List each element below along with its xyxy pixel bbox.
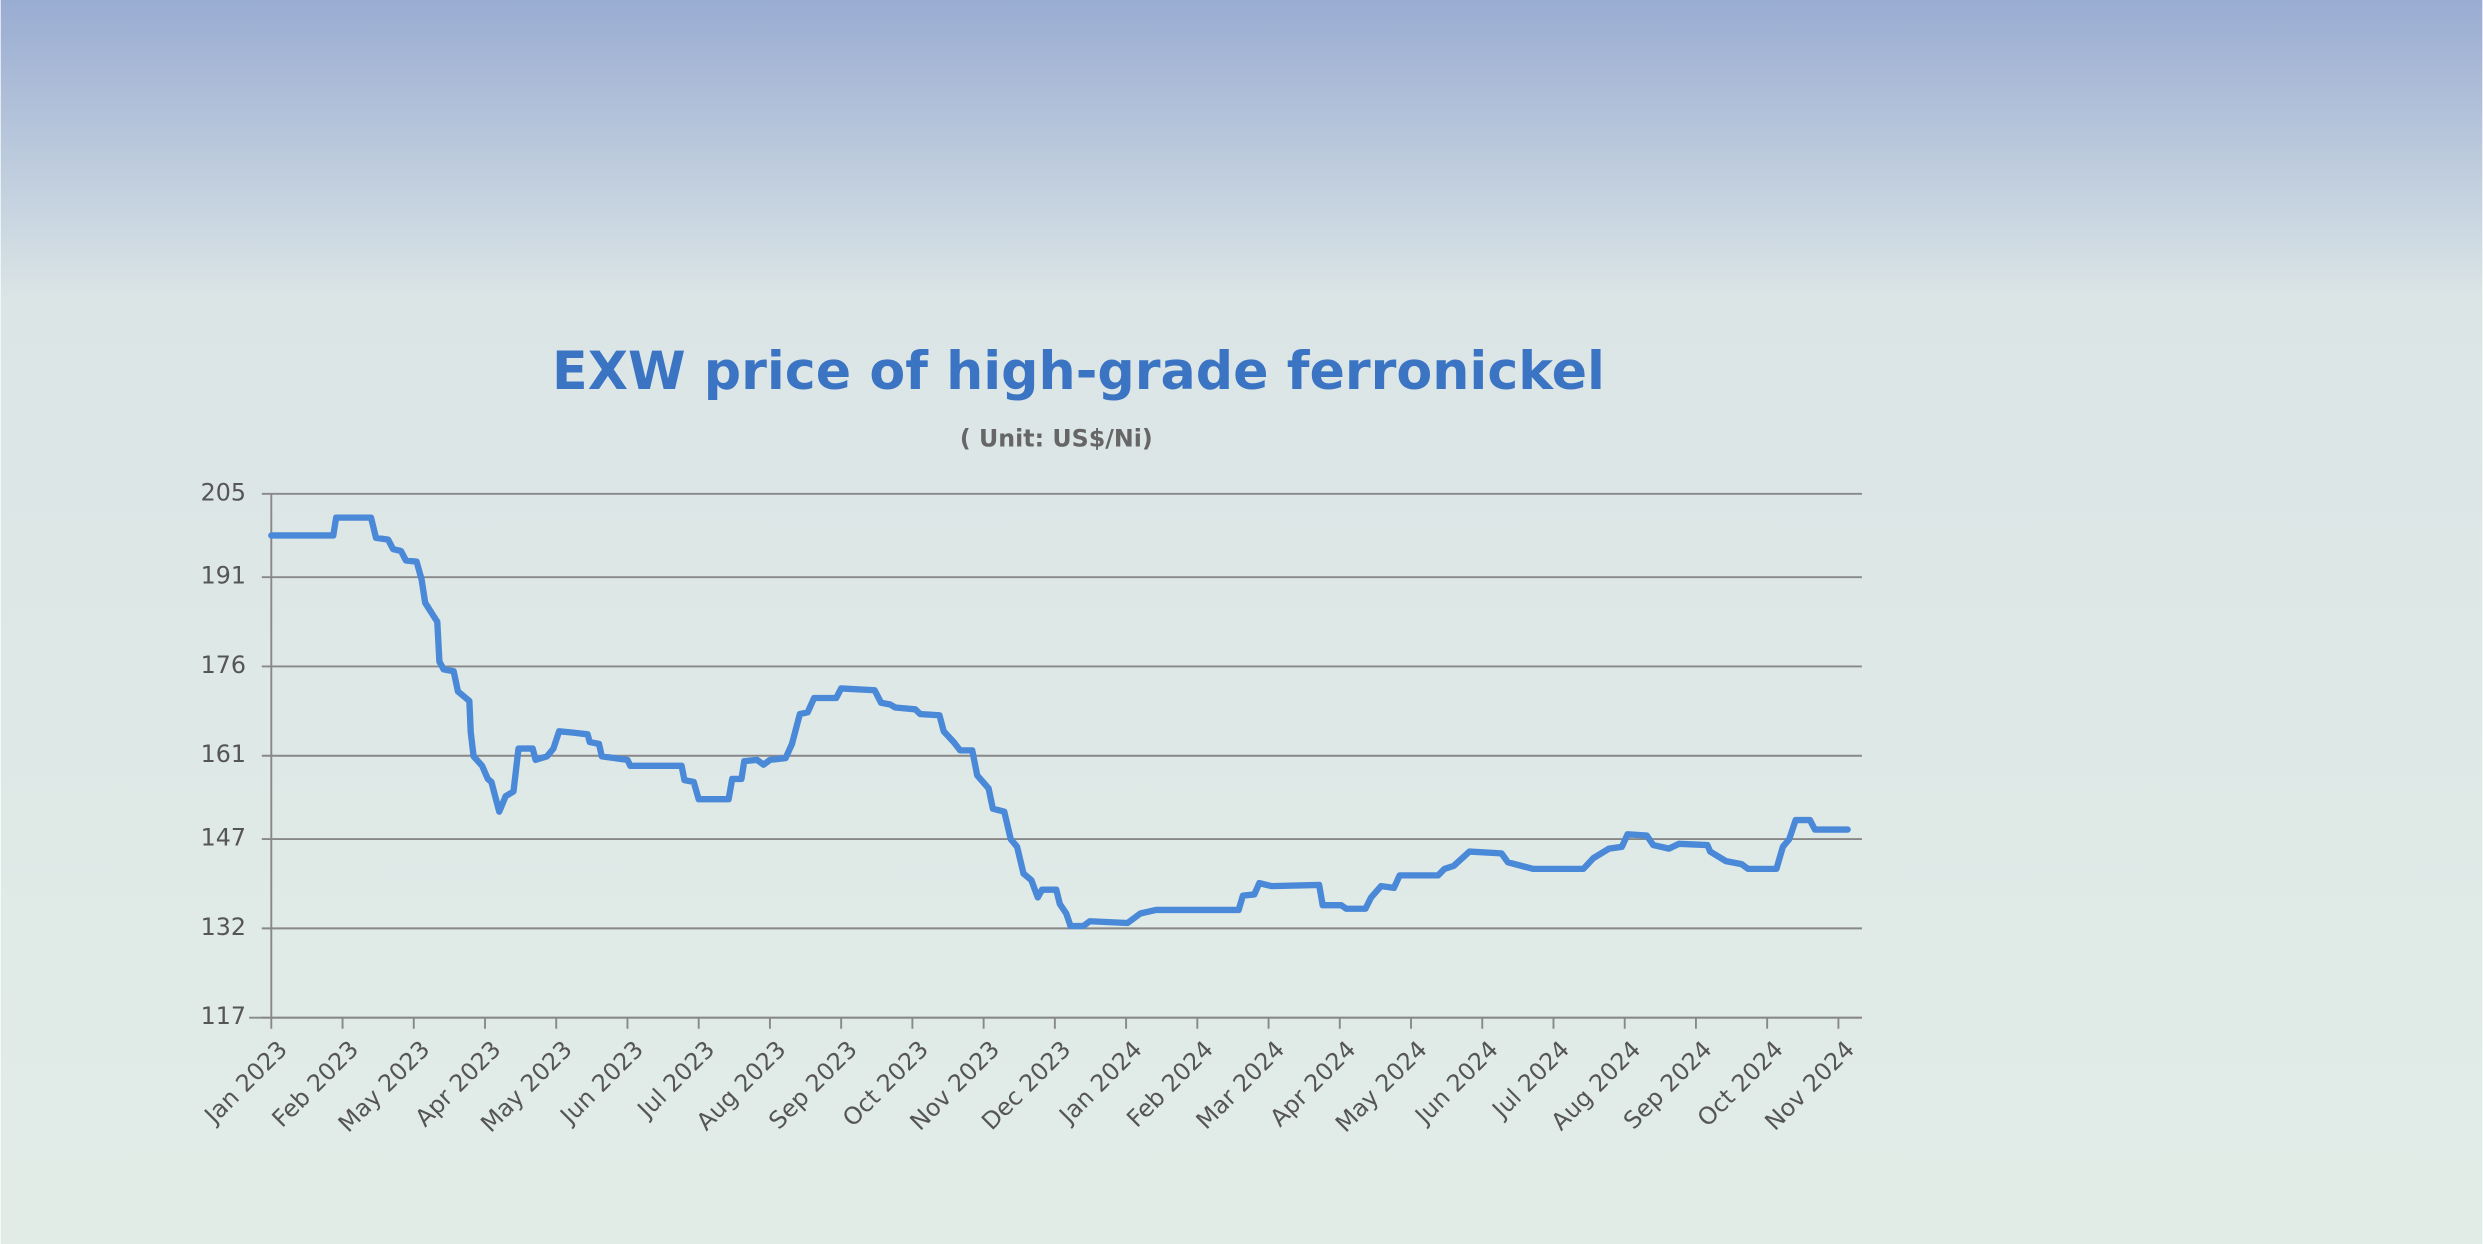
chart-subtitle: ( Unit: US$/Ni) <box>960 424 1153 452</box>
y-tick-label: 132 <box>201 913 246 941</box>
y-tick-label: 147 <box>201 824 246 852</box>
price-line <box>268 514 1851 930</box>
y-tick-label: 117 <box>201 1002 246 1030</box>
chart-title: EXW price of high-grade ferronickel <box>552 342 1605 402</box>
y-tick-label: 205 <box>201 478 246 506</box>
y-tick-label: 191 <box>201 562 246 590</box>
y-tick-label: 161 <box>201 740 246 768</box>
y-tick-label: 176 <box>201 651 246 679</box>
